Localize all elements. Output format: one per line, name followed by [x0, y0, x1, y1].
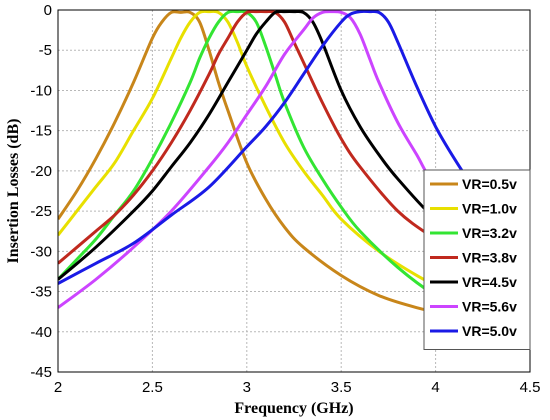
x-axis-label: Frequency (GHz) [234, 400, 353, 417]
legend-label: VR=1.0v [462, 201, 517, 217]
y-tick-label: -30 [30, 243, 52, 260]
x-tick-label: 3.5 [331, 379, 352, 396]
x-tick-label: 2.5 [142, 379, 163, 396]
x-tick-label: 3 [243, 379, 251, 396]
legend-label: VR=5.6v [462, 299, 517, 315]
series-lines [58, 9, 494, 318]
series-line [58, 10, 475, 309]
series-line [58, 9, 475, 281]
legend-label: VR=3.8v [462, 250, 517, 266]
series-line [58, 9, 475, 265]
x-tick-label: 4.5 [520, 379, 541, 396]
y-tick-label: -35 [30, 284, 52, 301]
legend-label: VR=5.0v [462, 323, 517, 339]
y-tick-label: 0 [44, 2, 52, 19]
x-tick-labels: 2 2.5 3 3.5 4 4.5 [54, 379, 541, 396]
y-tick-label: -20 [30, 163, 52, 180]
x-tick-label: 2 [54, 379, 62, 396]
legend-label: VR=0.5v [462, 176, 517, 192]
series-line [58, 9, 475, 318]
y-tick-label: -45 [30, 364, 52, 381]
y-tick-label: -5 [39, 42, 52, 59]
series-line [58, 10, 455, 318]
legend: VR=0.5v VR=1.0v VR=3.2v VR=3.8v VR=4.5v VR=5.… [423, 169, 531, 350]
y-tick-label: -15 [30, 123, 52, 140]
legend-label: VR=4.5v [462, 274, 517, 290]
y-tick-label: -10 [30, 82, 52, 99]
series-line [58, 9, 456, 297]
y-tick-label: -40 [30, 324, 52, 341]
legend-label: VR=3.2v [462, 225, 517, 241]
y-tick-label: -25 [30, 203, 52, 220]
y-tick-labels: 0 -5 -10 -15 -20 -25 -30 -35 -40 -45 [30, 2, 52, 381]
series-line [58, 9, 494, 285]
x-tick-label: 4 [431, 379, 439, 396]
y-axis-label: Insertion Losses (dB) [5, 119, 22, 264]
legend-box [423, 169, 531, 350]
